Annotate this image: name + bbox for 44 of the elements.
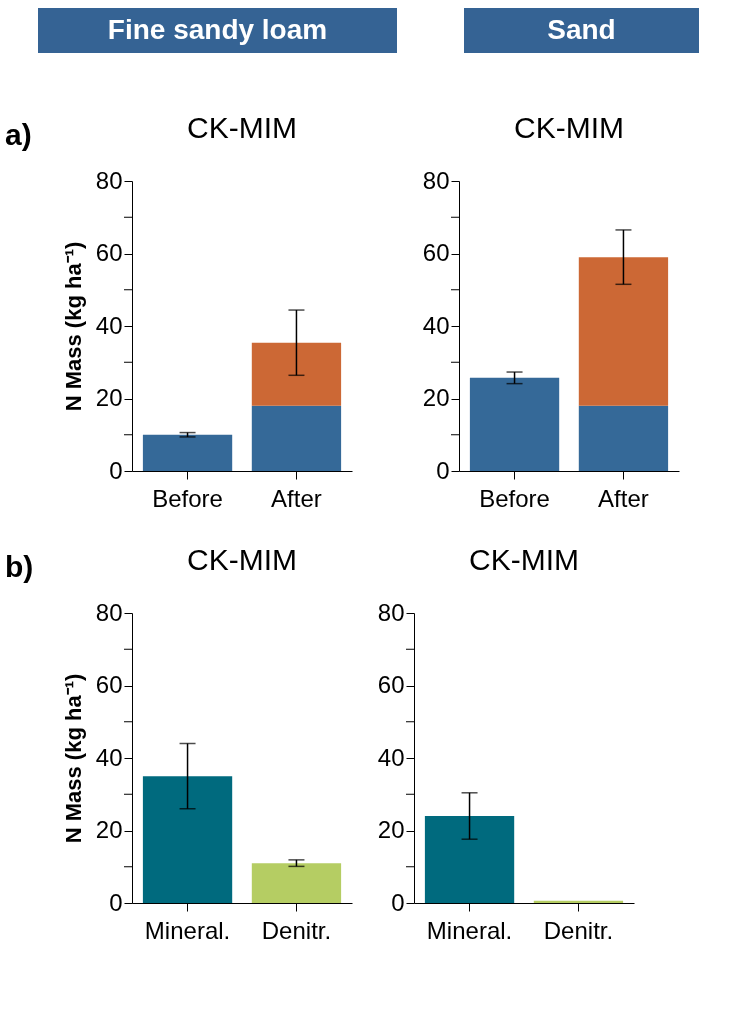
y-tick-label: 60 [95,239,123,266]
bar [142,434,233,471]
x-tick-label: Before [479,484,550,512]
y-tick-label: 80 [95,166,123,194]
bar [578,405,669,471]
y-tick-label: 80 [422,166,450,194]
x-tick-label: Denitr. [543,916,614,944]
y-tick-label: 20 [422,384,450,411]
y-tick-label: 80 [95,598,123,626]
y-tick-label: 60 [95,671,123,698]
text: a) [5,118,32,151]
chart-title: CK-MIM [514,111,624,144]
y-tick-label: 40 [422,311,450,339]
chart-title: CK-MIM [187,543,297,576]
y-tick-label: 60 [377,671,405,698]
y-tick-label: 0 [391,888,405,916]
bar [251,405,342,471]
y-tick-label: 60 [422,239,450,266]
y-tick-label: 40 [95,311,123,339]
y-tick-label: 20 [95,384,123,411]
bar [251,342,342,406]
x-tick-label: Mineral. [426,916,513,944]
x-tick-label: Before [152,484,223,512]
y-tick-label: 20 [95,816,123,843]
y-tick-label: 0 [436,456,450,484]
y-tick-label: 80 [377,598,405,626]
y-tick-label: 0 [109,456,123,484]
y-tick-label: 20 [377,816,405,843]
bar [469,377,560,471]
y-tick-label: 0 [109,888,123,916]
text: b) [5,550,34,583]
chart-subtitle: Sand [547,14,616,45]
y-tick-label: 40 [95,743,123,771]
bar [578,257,669,406]
chart-title: CK-MIM [187,111,297,144]
x-tick-label: After [271,484,322,512]
chart-title: CK-MIM [469,543,579,576]
x-tick-label: After [598,484,649,512]
x-tick-label: Mineral. [144,916,231,944]
y-axis-title: N Mass (kg ha⁻¹) [60,241,86,412]
y-axis-title: N Mass (kg ha⁻¹) [60,673,86,844]
x-tick-label: Denitr. [261,916,332,944]
y-tick-label: 40 [377,743,405,771]
chart-subtitle: Fine sandy loam [107,14,328,45]
